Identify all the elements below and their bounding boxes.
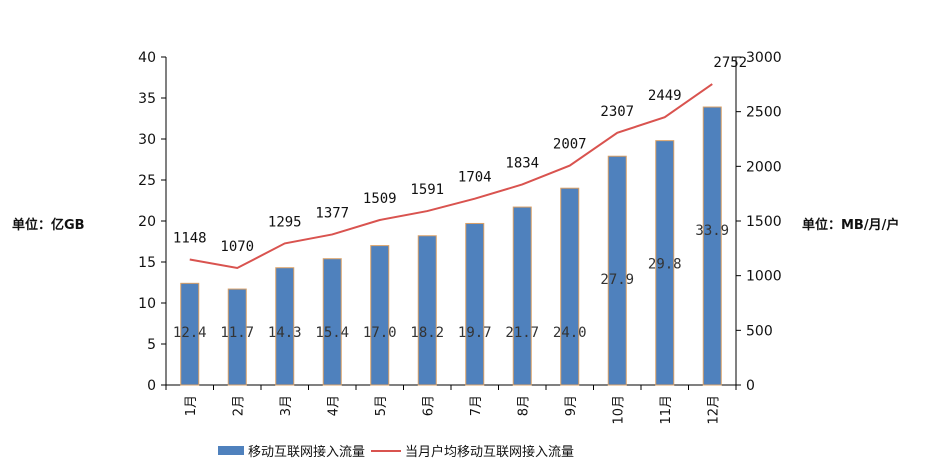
bar-value-label: 17.0 <box>363 325 397 341</box>
bar-value-label: 15.4 <box>315 325 349 341</box>
left-tick-label: 25 <box>138 173 156 189</box>
x-tick-label: 6月 <box>421 395 436 416</box>
bar-value-label: 33.9 <box>695 223 729 239</box>
plot-area: 0 5 10 15 20 25 30 35 40 0 500 1000 1500 2000 2500 3000… <box>138 50 781 425</box>
left-tick-label: 20 <box>138 214 156 230</box>
right-tick-label: 3000 <box>746 50 782 66</box>
bar-value-label: 12.4 <box>173 325 207 341</box>
right-tick-label: 0 <box>746 378 755 394</box>
bar-value-label: 27.9 <box>600 272 634 288</box>
left-tick-label: 5 <box>147 337 156 353</box>
line-value-label: 1591 <box>410 182 444 198</box>
left-tick-label: 0 <box>147 378 156 394</box>
x-tick-label: 2月 <box>231 395 246 416</box>
line-value-label: 1834 <box>505 155 539 171</box>
bar <box>180 282 200 386</box>
bar <box>512 206 532 386</box>
bar-value-label: 24.0 <box>553 325 587 341</box>
bar <box>417 235 437 386</box>
bar <box>322 258 342 386</box>
right-tick-label: 1500 <box>746 214 782 230</box>
bar <box>275 267 295 386</box>
line-value-label: 1148 <box>173 230 207 246</box>
x-tick-label: 1月 <box>184 395 199 416</box>
left-tick-label: 35 <box>138 91 156 107</box>
left-tick-label: 30 <box>138 132 156 148</box>
right-tick-label: 2000 <box>746 159 782 175</box>
legend-line-swatch <box>371 449 402 452</box>
right-tick-label: 1000 <box>746 269 782 285</box>
x-tick-label: 12月 <box>706 395 721 425</box>
line-value-label: 1509 <box>363 191 397 207</box>
left-tick-label: 15 <box>138 255 156 271</box>
line-series <box>189 83 713 270</box>
line-value-label: 2752 <box>713 55 747 71</box>
bar-value-label: 14.3 <box>268 325 302 341</box>
bar-value-label: 11.7 <box>220 325 254 341</box>
legend-line-label: 当月户均移动互联网接入流量 <box>405 445 575 460</box>
legend-item-bar: 移动互联网接入流量 <box>218 441 365 460</box>
x-tick-label: 11月 <box>659 395 674 425</box>
right-tick-label: 500 <box>746 323 773 339</box>
x-tick-label: 9月 <box>564 395 579 416</box>
bar <box>370 245 390 386</box>
x-tick-label: 10月 <box>611 395 626 425</box>
left-tick-label: 40 <box>138 50 156 66</box>
bar <box>227 288 247 386</box>
bar <box>607 155 627 386</box>
x-tick-label: 4月 <box>326 395 341 416</box>
bar <box>465 222 485 386</box>
line-value-label: 2307 <box>600 104 634 120</box>
legend-item-line: 当月户均移动互联网接入流量 <box>371 441 574 460</box>
x-tick-label: 7月 <box>469 395 484 416</box>
bar <box>655 140 675 386</box>
right-tick-label: 2500 <box>746 105 782 121</box>
bar-value-label: 18.2 <box>410 325 444 341</box>
line-value-label: 1070 <box>220 239 254 255</box>
right-axis-unit-label: 单位：MB/月/户 <box>802 218 900 233</box>
line-value-label: 2449 <box>648 88 682 104</box>
left-axis-unit-label: 单位：亿GB <box>12 218 85 233</box>
line-value-label: 1704 <box>458 170 492 186</box>
x-tick-label: 3月 <box>279 395 294 416</box>
x-tick-label: 8月 <box>516 395 531 416</box>
bar <box>702 106 722 386</box>
x-tick-label: 5月 <box>374 395 389 416</box>
bar-value-label: 19.7 <box>458 325 492 341</box>
bar-value-label: 29.8 <box>648 257 682 273</box>
legend-bar-swatch <box>218 446 244 455</box>
legend: 移动互联网接入流量 当月户均移动互联网接入流量 <box>218 441 580 460</box>
line-value-label: 1295 <box>268 214 302 230</box>
line-value-label: 2007 <box>553 137 587 153</box>
left-tick-label: 10 <box>138 296 156 312</box>
bar <box>560 187 580 386</box>
line-value-label: 1377 <box>315 205 349 221</box>
legend-bar-label: 移动互联网接入流量 <box>248 445 366 460</box>
bar-value-label: 21.7 <box>505 325 539 341</box>
